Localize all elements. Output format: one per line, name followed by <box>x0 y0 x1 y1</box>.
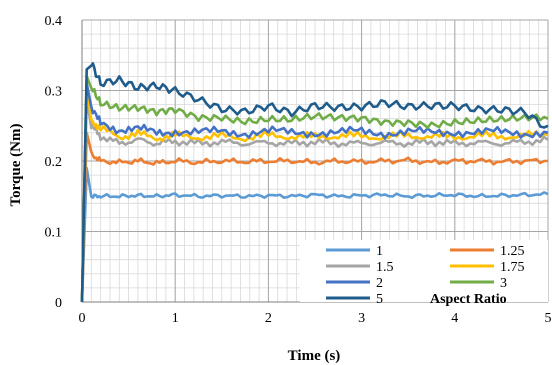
x-tick-label: 5 <box>545 311 552 326</box>
y-tick-label: 0.3 <box>45 85 63 100</box>
x-axis-title: Time (s) <box>288 348 341 364</box>
series-line-3 <box>80 75 549 303</box>
legend-label-3: 3 <box>500 276 507 291</box>
series-line-5 <box>80 62 549 303</box>
x-tick-label: 4 <box>451 311 458 326</box>
series-line-1 <box>80 166 549 303</box>
legend-label-1: 1 <box>376 244 383 259</box>
y-tick-label: 0 <box>55 296 62 311</box>
series-lines <box>80 62 549 303</box>
legend-label-1.75: 1.75 <box>500 260 525 275</box>
x-tick-label: 2 <box>265 311 272 326</box>
series-line-1.5 <box>80 96 549 303</box>
series-line-2 <box>80 82 549 303</box>
x-tick-label: 0 <box>79 311 86 326</box>
x-tick-label: 1 <box>172 311 179 326</box>
y-axis-title: Torque (Nm) <box>8 124 24 207</box>
y-tick-label: 0.1 <box>45 226 63 241</box>
legend: 1 1.25 1.5 1.75 2 3 5 Aspect Ratio <box>300 240 548 307</box>
legend-label-2: 2 <box>376 276 383 291</box>
legend-label-5: 5 <box>376 292 383 307</box>
y-tick-label: 0.4 <box>45 14 63 29</box>
legend-title: Aspect Ratio <box>430 292 507 307</box>
x-tick-label: 3 <box>358 311 365 326</box>
legend-label-1.25: 1.25 <box>500 244 525 259</box>
axis-labels: Time (s) Torque (Nm) <box>8 124 340 364</box>
series-line-1.25 <box>80 131 548 303</box>
y-tick-label: 0.2 <box>45 155 63 170</box>
legend-label-1.5: 1.5 <box>376 260 394 275</box>
